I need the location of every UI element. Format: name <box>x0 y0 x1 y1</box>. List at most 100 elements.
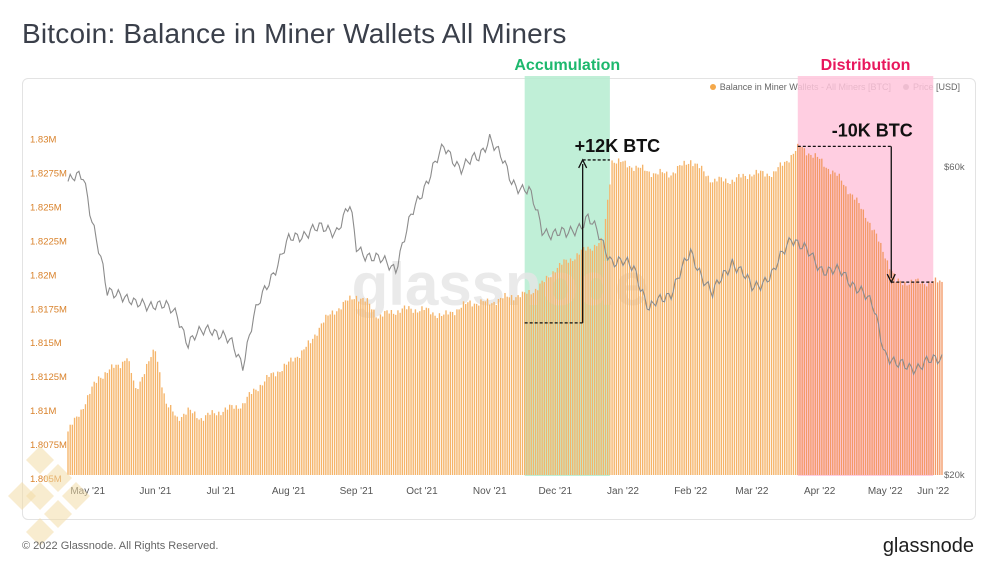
bar-balance <box>550 277 552 475</box>
bar-balance <box>399 312 401 475</box>
bar-balance <box>180 417 183 475</box>
bar-balance <box>253 388 255 475</box>
bar-balance <box>484 301 487 475</box>
bar-balance <box>700 165 703 475</box>
zone-accumulation <box>524 76 610 476</box>
bar-balance <box>744 175 747 475</box>
bar-balance <box>303 349 305 475</box>
bar-balance <box>576 253 578 475</box>
y-left-tick-label: 1.8275M <box>30 169 67 180</box>
bar-balance <box>816 156 819 476</box>
bar-balance <box>148 361 150 475</box>
bar-balance <box>360 298 362 475</box>
footer-brand[interactable]: glassnode <box>882 535 974 557</box>
bar-balance <box>561 264 563 475</box>
bar-balance <box>67 431 69 475</box>
bar-balance <box>270 373 272 475</box>
bar-balance <box>473 303 476 475</box>
bar-balance <box>102 378 104 475</box>
bar-balance <box>84 404 87 475</box>
bar-balance <box>187 407 189 475</box>
bar-balance <box>845 186 847 475</box>
bar-balance <box>692 166 694 476</box>
bar-balance <box>939 280 941 475</box>
bar-balance <box>272 372 275 475</box>
bar-balance <box>869 222 871 475</box>
bar-balance <box>239 408 242 475</box>
bar-balance <box>504 292 506 475</box>
bar-balance <box>353 299 355 475</box>
bar-balance <box>790 155 792 475</box>
bar-balance <box>521 291 524 475</box>
bar-balance <box>198 419 200 475</box>
bar-balance <box>255 389 257 475</box>
bar-balance <box>609 184 611 476</box>
y-left-tick-label: 1.83M <box>30 135 56 146</box>
bar-balance <box>877 241 880 475</box>
bar-balance <box>694 163 696 475</box>
bar-balance <box>862 209 865 475</box>
bar-balance <box>281 371 283 475</box>
bar-balance <box>687 163 690 475</box>
bar-balance <box>716 181 718 475</box>
bar-balance <box>770 177 773 475</box>
bar-balance <box>578 254 580 475</box>
bar-balance <box>587 246 589 475</box>
bar-balance <box>589 248 591 475</box>
bar-balance <box>539 283 541 475</box>
bar-balance <box>552 271 554 475</box>
bar-balance <box>722 181 725 475</box>
bar-balance <box>731 179 733 475</box>
bar-balance <box>548 277 550 475</box>
bar-balance <box>93 381 95 475</box>
bar-balance <box>777 167 779 475</box>
bar-balance <box>185 414 187 475</box>
bar-balance <box>644 170 646 475</box>
bar-balance <box>71 424 74 475</box>
bar-balance <box>159 372 161 475</box>
annotation-loss-label: -10K BTC <box>832 120 913 140</box>
bar-balance <box>631 167 633 476</box>
bar-balance <box>705 176 707 475</box>
bar-balance <box>714 178 716 475</box>
bar-balance <box>753 174 755 475</box>
bar-balance <box>921 281 924 475</box>
bar-balance <box>613 162 615 475</box>
bar-balance <box>244 403 246 475</box>
bar-balance <box>602 241 605 475</box>
bar-balance <box>657 174 659 475</box>
bar-balance <box>635 165 637 476</box>
bar-balance <box>178 420 181 475</box>
bar-balance <box>934 277 937 475</box>
bar-balance <box>497 298 500 475</box>
bar-balance <box>412 312 414 475</box>
bar-balance <box>467 302 469 475</box>
bar-balance <box>591 250 594 475</box>
x-tick-label: Apr '22 <box>804 486 836 497</box>
bar-balance <box>733 181 736 476</box>
logo-diamond <box>26 518 54 546</box>
bar-balance <box>246 396 248 475</box>
bar-balance <box>593 244 596 475</box>
bar-balance <box>408 306 410 475</box>
bar-balance <box>749 174 751 475</box>
bar-balance <box>165 403 168 475</box>
bar-balance <box>718 176 720 475</box>
bar-balance <box>222 411 224 475</box>
bar-balance <box>73 417 76 475</box>
y-left-tick-label: 1.815M <box>30 338 62 349</box>
bar-balance <box>211 410 213 475</box>
bar-balance <box>740 177 742 475</box>
bar-balance <box>449 311 452 475</box>
bar-balance <box>113 367 115 475</box>
x-tick-label: Aug '21 <box>272 486 306 497</box>
bar-balance <box>167 407 170 475</box>
bar-balance <box>508 297 511 475</box>
bar-balance <box>932 281 934 475</box>
bar-balance <box>344 300 347 475</box>
bar-balance <box>502 298 504 475</box>
bar-balance <box>111 364 113 475</box>
bar-balance <box>698 168 701 476</box>
bar-balance <box>381 316 384 475</box>
bar-balance <box>786 160 788 476</box>
